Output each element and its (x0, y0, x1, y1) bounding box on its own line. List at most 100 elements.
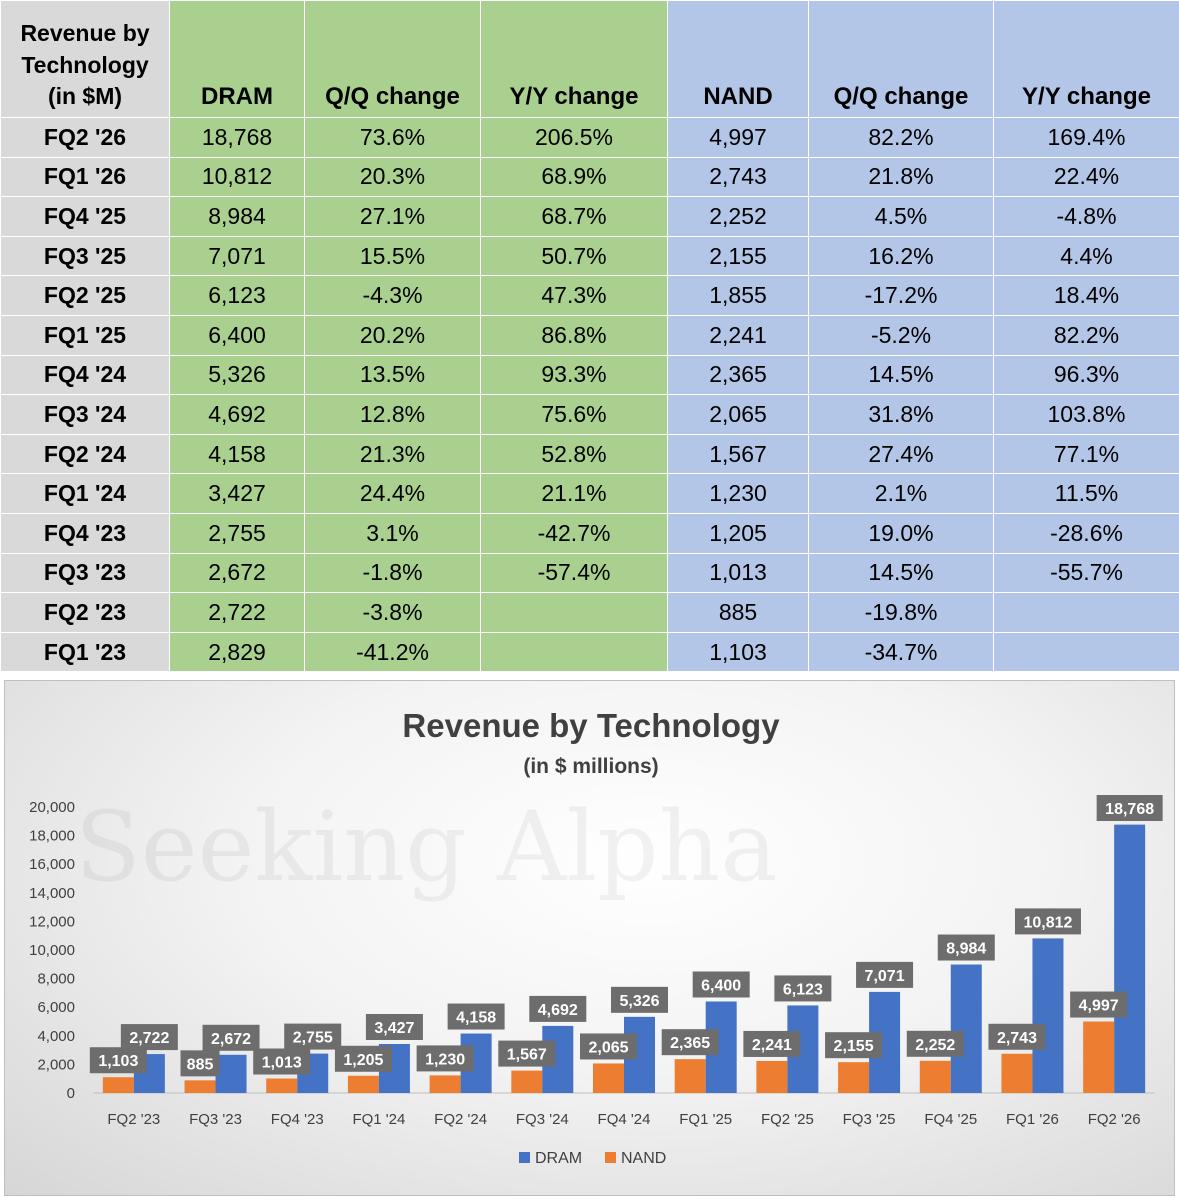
table-row: FQ1 '25 6,400 20.2% 86.8% 2,241 -5.2% 82.2% (0, 314, 1179, 356)
y-tick-label: 8,000 (37, 971, 75, 988)
x-tick-label: FQ4 '23 (271, 1111, 324, 1128)
nand-bar (1083, 1021, 1115, 1093)
dram-yy-cell: -57.4% (480, 552, 668, 594)
nand-data-label-box (89, 1047, 147, 1074)
dram-data-label: 8,984 (946, 941, 986, 958)
nand-qq-cell: 14.5% (808, 354, 994, 396)
nand-bar (919, 1060, 951, 1093)
table-row: FQ4 '23 2,755 3.1% -42.7% 1,205 19.0% -28.6% (0, 512, 1179, 554)
dram-data-label-box (202, 1024, 260, 1051)
nand-data-label: 1,013 (262, 1055, 302, 1072)
quarter-cell: FQ2 '25 (0, 275, 170, 316)
dram-qq-cell: 20.2% (304, 314, 481, 356)
table-header-row: Revenue by Technology (in $M) DRAM Q/Q c… (0, 0, 1179, 118)
nand-bar (838, 1062, 870, 1093)
nand-cell: 1,230 (667, 473, 809, 514)
dram-cell: 6,400 (169, 314, 305, 356)
nand-data-label: 2,241 (752, 1037, 792, 1054)
table-body: FQ2 '26 18,768 73.6% 206.5% 4,997 82.2% 169.4%… (0, 117, 1179, 673)
nand-yy-cell: 18.4% (993, 275, 1179, 316)
dram-qq-cell: -4.3% (304, 275, 481, 316)
legend-swatch-dram (519, 1152, 530, 1163)
dram-data-label: 2,672 (211, 1031, 251, 1048)
nand-qq-cell: -5.2% (808, 314, 994, 356)
dram-data-label: 18,768 (1105, 801, 1154, 818)
y-tick-label: 12,000 (29, 913, 75, 930)
nand-yy-cell: 11.5% (993, 473, 1179, 514)
nand-bar (593, 1063, 624, 1093)
nand-qq-cell: -19.8% (808, 592, 994, 633)
nand-yy-cell: -4.8% (993, 196, 1179, 237)
header-nand-qq: Q/Q change (808, 0, 994, 118)
nand-yy-cell: -28.6% (993, 512, 1179, 554)
dram-data-label: 6,400 (701, 977, 741, 994)
nand-yy-cell: 77.1% (993, 433, 1179, 475)
nand-yy-cell: 96.3% (993, 354, 1179, 396)
legend-label-nand: NAND (621, 1150, 666, 1167)
nand-qq-cell: 31.8% (808, 394, 994, 435)
legend-swatch-nand (605, 1152, 616, 1163)
nand-data-label: 2,155 (834, 1038, 874, 1055)
nand-data-label-box (498, 1040, 556, 1067)
dram-data-label: 10,812 (1023, 914, 1072, 931)
corner-label-line: Technology (21, 51, 149, 78)
nand-cell: 2,241 (667, 314, 809, 356)
table-row: FQ2 '24 4,158 21.3% 52.8% 1,567 27.4% 77.1% (0, 433, 1179, 475)
dram-qq-cell: 21.3% (304, 433, 481, 475)
nand-cell: 885 (667, 592, 809, 633)
dram-qq-cell: 20.3% (304, 156, 481, 198)
nand-cell: 2,252 (667, 196, 809, 237)
nand-cell: 1,567 (667, 433, 809, 475)
header-dram: DRAM (169, 0, 305, 118)
table-row: FQ1 '24 3,427 24.4% 21.1% 1,230 2.1% 11.5% (0, 473, 1179, 514)
dram-qq-cell: 12.8% (304, 394, 481, 435)
nand-data-label-box (661, 1029, 719, 1056)
nand-data-label-box (416, 1045, 474, 1072)
nand-yy-cell: 169.4% (993, 117, 1179, 158)
nand-qq-cell: 19.0% (808, 512, 994, 554)
dram-cell: 7,071 (169, 235, 305, 277)
dram-data-label-box (611, 986, 668, 1013)
nand-yy-cell: 103.8% (993, 394, 1179, 435)
revenue-table-section: Revenue by Technology (in $M) DRAM Q/Q c… (0, 0, 1179, 673)
nand-yy-cell: -55.7% (993, 552, 1179, 594)
nand-yy-cell: 82.2% (993, 314, 1179, 356)
dram-cell: 2,722 (169, 592, 305, 633)
nand-data-label: 1,103 (98, 1053, 138, 1070)
header-dram-qq: Q/Q change (304, 0, 481, 118)
dram-bar (1032, 938, 1064, 1093)
nand-data-label-box (253, 1048, 311, 1075)
dram-yy-cell: -42.7% (480, 512, 668, 554)
nand-data-label-box (743, 1030, 801, 1057)
chart-subtitle: (in $ millions) (523, 755, 658, 778)
corner-label: Revenue by Technology (in $M) (0, 0, 170, 118)
dram-cell: 2,829 (169, 631, 305, 673)
nand-qq-cell: 21.8% (808, 156, 994, 198)
dram-qq-cell: -3.8% (304, 592, 481, 633)
dram-data-label-box (120, 1024, 178, 1051)
y-tick-label: 20,000 (29, 799, 75, 816)
x-tick-label: FQ3 '25 (843, 1111, 896, 1128)
dram-data-label-box (365, 1013, 423, 1040)
dram-cell: 6,123 (169, 275, 305, 316)
nand-qq-cell: -34.7% (808, 631, 994, 673)
y-tick-label: 16,000 (29, 856, 75, 873)
y-tick-label: 14,000 (29, 885, 75, 902)
dram-data-label-box (447, 1003, 505, 1030)
nand-bar (347, 1075, 379, 1093)
chart-canvas: Revenue by Technology (in $ millions) 0 2,0… (29, 707, 1163, 1167)
x-tick-label: FQ2 '23 (107, 1111, 160, 1128)
x-tick-label: FQ3 '24 (516, 1111, 569, 1128)
x-tick-label: FQ2 '24 (434, 1111, 487, 1128)
x-tick-label: FQ3 '23 (189, 1111, 242, 1128)
nand-data-label-box (906, 1030, 964, 1057)
quarter-cell: FQ3 '23 (0, 552, 170, 594)
dram-cell: 8,984 (169, 196, 305, 237)
nand-data-label-box (1070, 991, 1128, 1018)
y-tick-label: 6,000 (37, 999, 75, 1016)
quarter-cell: FQ2 '23 (0, 592, 170, 633)
dram-qq-cell: 27.1% (304, 196, 481, 237)
dram-yy-cell: 86.8% (480, 314, 668, 356)
quarter-cell: FQ2 '26 (0, 117, 170, 158)
dram-data-label: 2,755 (293, 1030, 333, 1047)
